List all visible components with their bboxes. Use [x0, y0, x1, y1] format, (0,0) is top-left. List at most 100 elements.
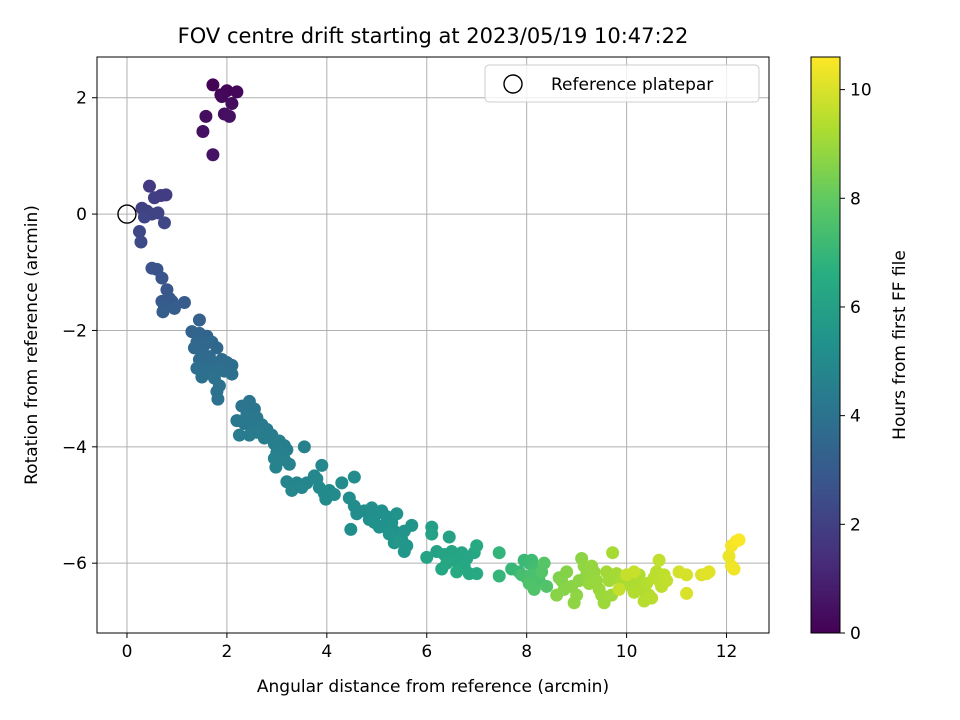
x-tick-label: 12 — [716, 642, 738, 662]
plot-frame — [96, 56, 770, 634]
data-point — [210, 341, 224, 355]
data-point — [225, 97, 239, 111]
y-tick-label: 2 — [76, 89, 87, 109]
data-point — [157, 216, 171, 230]
data-point — [627, 585, 641, 599]
y-tick-label: −4 — [62, 438, 87, 458]
data-point — [225, 367, 239, 381]
x-tick-label: 10 — [616, 642, 638, 662]
legend-marker — [503, 74, 523, 94]
data-point — [307, 469, 321, 483]
x-axis-label: Angular distance from reference (arcmin) — [257, 677, 609, 697]
data-point — [397, 545, 411, 559]
data-point — [540, 579, 554, 593]
data-point — [435, 562, 449, 576]
data-point — [722, 549, 736, 563]
data-point — [134, 235, 148, 249]
data-point — [450, 565, 464, 579]
colorbar-tick-label: 6 — [850, 298, 861, 318]
data-point — [550, 588, 564, 602]
data-point — [390, 507, 404, 521]
x-tick-label: 4 — [321, 642, 332, 662]
data-point — [232, 428, 246, 442]
data-point — [167, 301, 181, 315]
data-point — [192, 313, 206, 327]
x-tick-label: 0 — [122, 642, 133, 662]
colorbar-tick-label: 2 — [850, 515, 861, 535]
data-point — [560, 565, 574, 579]
data-point — [627, 565, 641, 579]
data-point — [159, 188, 173, 202]
data-point — [151, 206, 165, 220]
data-point — [405, 518, 419, 532]
chart-title: FOV centre drift starting at 2023/05/19 … — [178, 24, 689, 48]
y-tick-label: −2 — [62, 321, 87, 341]
data-point — [660, 574, 674, 588]
data-point — [527, 582, 541, 596]
y-tick-label: −6 — [62, 554, 87, 574]
legend-box — [484, 64, 760, 103]
data-point — [222, 109, 236, 123]
data-point — [297, 440, 311, 454]
data-points — [132, 78, 746, 610]
data-point — [680, 568, 694, 582]
data-point — [470, 567, 484, 581]
colorbar-tick-label: 4 — [850, 407, 861, 427]
legend-label: Reference platepar — [551, 75, 713, 95]
data-point — [420, 550, 434, 564]
data-point — [372, 520, 386, 534]
data-point — [702, 565, 716, 579]
colorbar-tick-label: 0 — [850, 624, 861, 644]
data-point — [492, 569, 506, 583]
data-point — [257, 431, 271, 445]
x-tick-label: 2 — [221, 642, 232, 662]
data-point — [492, 546, 506, 560]
x-axis-ticks: 0 2 4 6 8 10 12 — [122, 633, 738, 662]
data-point — [537, 556, 551, 570]
data-point — [645, 591, 659, 605]
data-point — [347, 470, 361, 484]
data-point — [206, 148, 220, 162]
y-tick-label: 0 — [76, 205, 87, 225]
data-point — [177, 296, 191, 310]
data-point — [285, 483, 299, 497]
data-point — [600, 565, 614, 579]
data-point — [211, 392, 225, 406]
data-point — [606, 546, 620, 560]
data-point — [335, 476, 349, 490]
data-point — [327, 488, 341, 502]
legend: Reference platepar — [484, 64, 760, 103]
colorbar — [810, 56, 841, 634]
data-point — [156, 305, 170, 319]
grid — [97, 57, 769, 633]
data-point — [280, 443, 294, 457]
data-point — [242, 428, 256, 442]
data-point — [215, 90, 229, 104]
colorbar-tick-label: 8 — [850, 189, 861, 209]
data-point — [680, 586, 694, 600]
colorbar-label: Hours from first FF file — [890, 250, 910, 440]
data-point — [727, 562, 741, 576]
data-point — [137, 210, 151, 224]
data-point — [315, 458, 329, 472]
data-point — [269, 460, 283, 474]
data-point — [470, 539, 484, 553]
data-point — [732, 533, 746, 547]
data-point — [567, 596, 581, 610]
data-point — [147, 191, 161, 205]
data-point — [142, 179, 156, 193]
data-point — [195, 370, 209, 384]
y-axis-ticks: 2 0 −2 −4 −6 — [62, 89, 97, 574]
data-point — [295, 481, 309, 495]
colorbar-tick-label: 10 — [850, 81, 872, 101]
data-point — [206, 78, 220, 92]
data-point — [132, 225, 146, 239]
data-point — [155, 271, 169, 285]
reference-platepar-marker — [117, 204, 137, 224]
y-axis-label: Rotation from reference (arcmin) — [22, 205, 42, 485]
x-tick-label: 6 — [421, 642, 432, 662]
data-point — [392, 534, 406, 548]
data-point — [344, 522, 358, 536]
colorbar-ticks: 0 2 4 6 8 10 — [840, 81, 872, 644]
